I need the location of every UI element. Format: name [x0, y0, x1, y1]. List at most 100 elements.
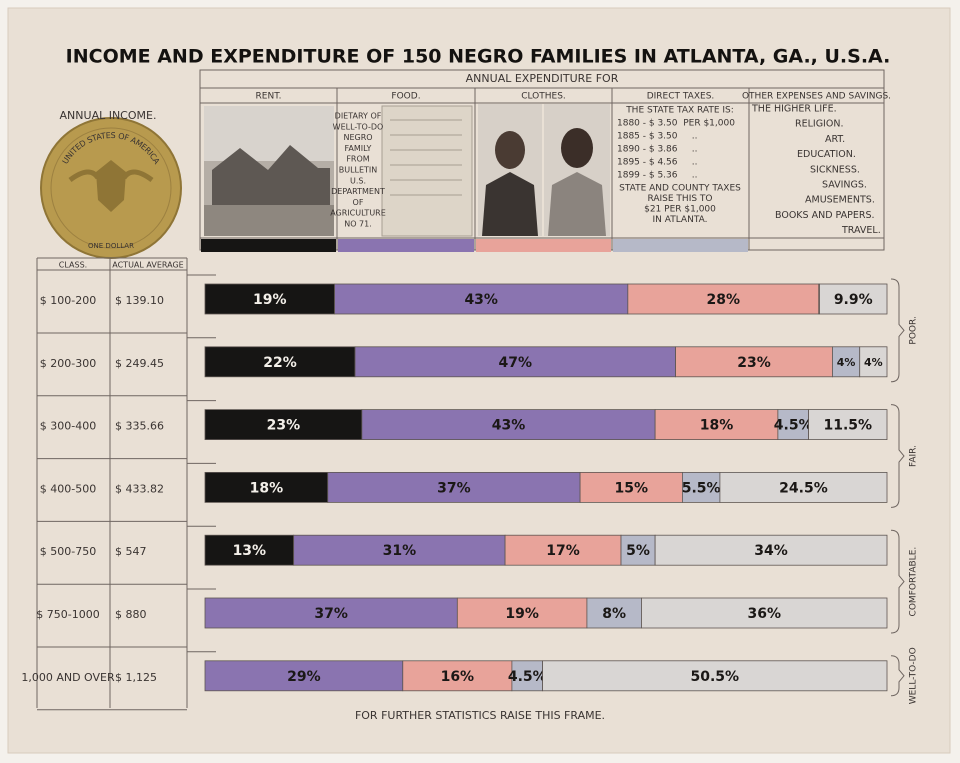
footer: FOR FURTHER STATISTICS RAISE THIS FRAME. [355, 709, 605, 722]
value-label: 43% [464, 292, 498, 308]
value-label: 29% [287, 669, 321, 685]
group-label: POOR. [909, 316, 919, 344]
other-item: THE HIGHER LIFE. [751, 104, 837, 115]
value-label: 16% [441, 669, 475, 685]
tax-note: IN ATLANTA. [653, 215, 708, 225]
bar-segment [579, 471, 683, 503]
average-label: $ 1,125 [115, 671, 157, 684]
food-document [381, 105, 473, 237]
bar-segment [204, 534, 295, 566]
income-title: ANNUAL INCOME. [60, 109, 157, 122]
bar-segment [819, 283, 888, 315]
bar-segment [511, 660, 543, 692]
food-note: FROM [346, 155, 369, 164]
food-note: U.S. [350, 176, 366, 185]
class-label: $ 500-750 [40, 545, 96, 558]
bar-segment [641, 597, 888, 629]
expenditure-title: ANNUAL EXPENDITURE FOR [466, 72, 619, 85]
value-label: 13% [233, 543, 267, 559]
food-note: WELL-TO-DO [333, 122, 384, 131]
value-label: 5.5% [682, 480, 721, 496]
group-label: COMFORTABLE. [909, 547, 919, 617]
tax-note: $21 PER $1,000 [644, 205, 716, 215]
tax-note: 1880 - $ 3.50 PER $1,000 [617, 119, 735, 129]
bar-segment [334, 283, 629, 315]
class-label: 1,000 AND OVER [21, 671, 115, 684]
class-label: $ 300-400 [40, 420, 96, 433]
food-note: OF [353, 198, 364, 207]
tax-note: STATE AND COUNTY TAXES [619, 184, 741, 194]
other-item: EDUCATION. [797, 149, 856, 160]
bar-segment [808, 409, 888, 441]
legend-swatch [613, 239, 748, 252]
group-bracket [890, 529, 905, 634]
bar-segment [204, 660, 404, 692]
class-label: $ 100-200 [40, 294, 96, 307]
chart-title: INCOME AND EXPENDITURE OF 150 NEGRO FAMI… [66, 46, 891, 68]
legend-label: CLOTHES. [521, 92, 566, 102]
other-item: SICKNESS. [810, 164, 860, 175]
legend-label: FOOD. [391, 92, 420, 102]
other-item: ART. [825, 134, 845, 145]
food-note: AGRICULTURE [330, 209, 386, 218]
other-item: AMUSEMENTS. [805, 195, 875, 206]
coin: UNITED STATES OF AMERICA ONE DOLLAR [40, 117, 182, 259]
value-label: 34% [754, 543, 788, 559]
value-label: 28% [707, 292, 741, 308]
bar-segment [204, 471, 329, 503]
legend-label: RENT. [256, 92, 282, 102]
value-label: 9.9% [834, 292, 873, 308]
legend: RENT. FOOD. CLOTHES. DIRECT TAXES. OTHER EXP… [201, 92, 891, 252]
tax-note: RAISE THIS TO [647, 194, 712, 204]
table-header: ACTUAL AVERAGE [112, 261, 183, 270]
clothes-photos [478, 104, 610, 236]
tax-note: 1899 - $ 5.36 .. [617, 171, 698, 181]
legend-swatch [476, 239, 611, 252]
value-label: 18% [700, 418, 734, 434]
value-label: 22% [263, 355, 297, 371]
tax-note: 1895 - $ 4.56 .. [617, 158, 698, 168]
value-label: 50.5% [691, 669, 740, 685]
value-label: 11.5% [823, 418, 872, 434]
bar-segment [361, 409, 656, 441]
bar-segment [354, 346, 676, 378]
tax-note: 1890 - $ 3.86 .. [617, 145, 698, 155]
bar-segment [627, 283, 820, 315]
average-label: $ 547 [115, 545, 147, 558]
tax-note: 1885 - $ 3.50 .. [617, 132, 698, 142]
value-label: 8% [602, 606, 626, 622]
value-label: 37% [314, 606, 348, 622]
value-label: 37% [437, 480, 471, 496]
value-label: 15% [614, 480, 648, 496]
value-label: 43% [492, 418, 526, 434]
legend-swatch [338, 239, 474, 252]
bar-segment [586, 597, 642, 629]
value-label: 19% [505, 606, 539, 622]
value-label: 4% [837, 356, 856, 369]
bar-segment [504, 534, 622, 566]
group-bracket [890, 278, 905, 383]
bar-segment [620, 534, 656, 566]
bar-segment [654, 534, 888, 566]
bar-segment [204, 409, 363, 441]
legend-swatch [201, 239, 336, 252]
value-label: 23% [267, 418, 301, 434]
value-label: 24.5% [779, 480, 828, 496]
value-label: 47% [499, 355, 533, 371]
value-label: 4% [864, 356, 883, 369]
value-label: 17% [546, 543, 580, 559]
tax-note: THE STATE TAX RATE IS: [625, 106, 734, 116]
bar-segment [456, 597, 588, 629]
bar-segment [859, 346, 888, 378]
food-note: FAMILY [345, 144, 372, 153]
value-label: 5% [626, 543, 650, 559]
value-label: 18% [250, 480, 284, 496]
class-label: $ 750-1000 [36, 608, 99, 621]
bar-segment [204, 597, 458, 629]
value-label: 23% [737, 355, 771, 371]
table-header: CLASS. [59, 261, 87, 270]
expenditure-frame [199, 69, 885, 251]
value-label: 19% [253, 292, 287, 308]
